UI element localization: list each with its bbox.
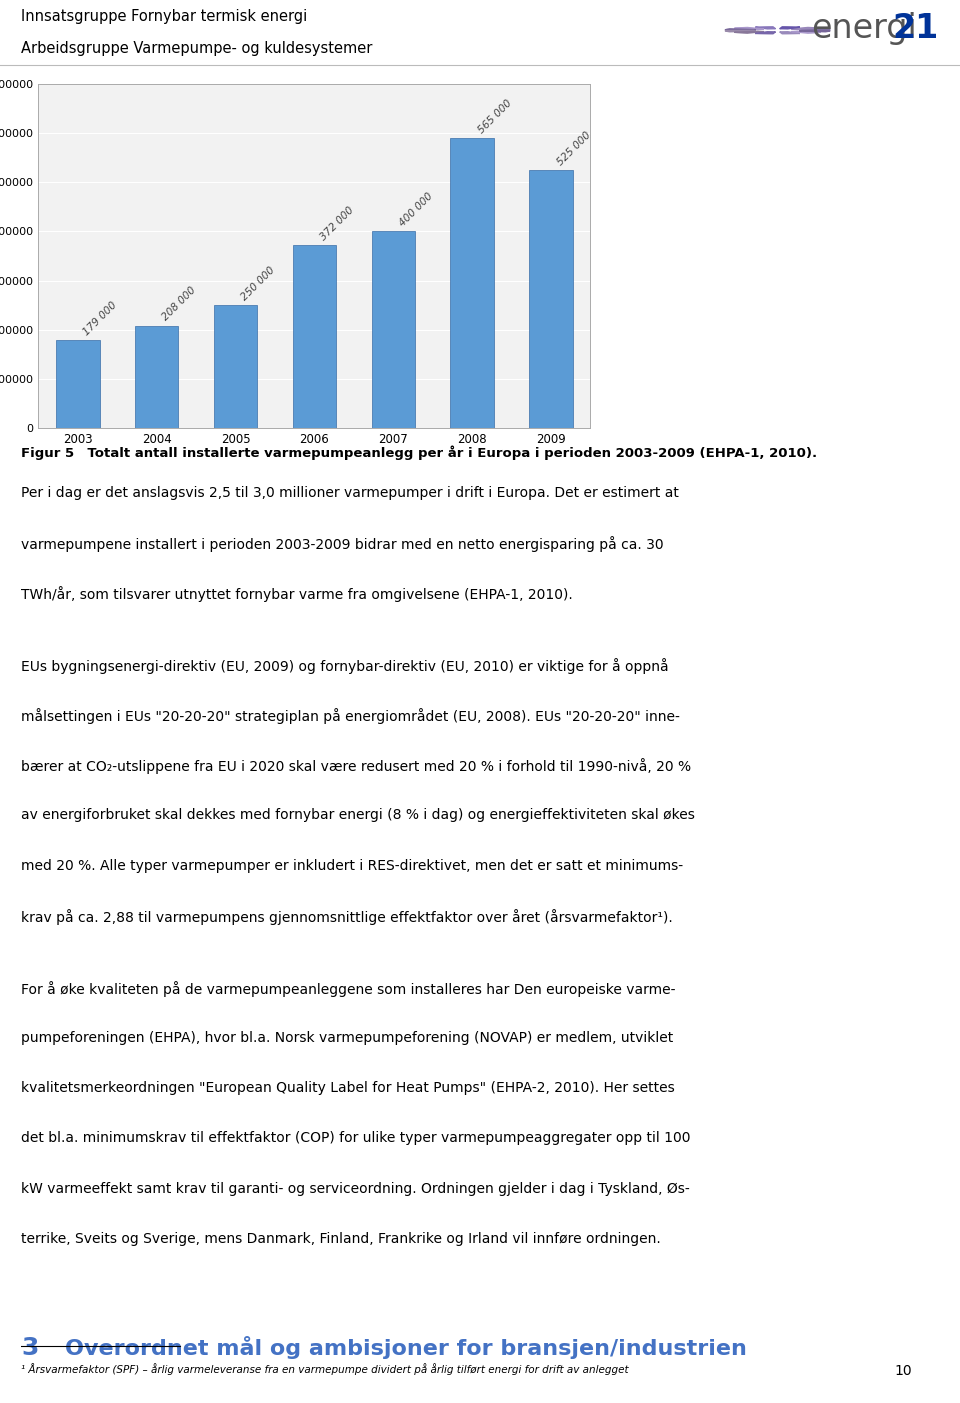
Bar bbox=[135, 325, 179, 428]
Text: Arbeidsgruppe Varmepumpe- og kuldesystemer: Arbeidsgruppe Varmepumpe- og kuldesystem… bbox=[21, 41, 372, 56]
Text: TWh/år, som tilsvarer utnyttet fornybar varme fra omgivelsene (EHPA-1, 2010).: TWh/år, som tilsvarer utnyttet fornybar … bbox=[21, 586, 573, 602]
Wedge shape bbox=[734, 28, 764, 29]
Wedge shape bbox=[791, 31, 821, 34]
Text: varmepumpene installert i perioden 2003-2009 bidrar med en netto energisparing p: varmepumpene installert i perioden 2003-… bbox=[21, 536, 663, 551]
Bar bbox=[372, 231, 415, 428]
Text: 400 000: 400 000 bbox=[397, 191, 435, 229]
Text: bærer at CO₂-utslippene fra EU i 2020 skal være redusert med 20 % i forhold til : bærer at CO₂-utslippene fra EU i 2020 sk… bbox=[21, 758, 691, 774]
Text: kvalitetsmerkeordningen "European Quality Label for Heat Pumps" (EHPA-2, 2010). : kvalitetsmerkeordningen "European Qualit… bbox=[21, 1082, 675, 1096]
Text: 3: 3 bbox=[21, 1336, 38, 1360]
Bar bbox=[293, 246, 336, 428]
Bar bbox=[214, 306, 257, 428]
Text: med 20 %. Alle typer varmepumper er inkludert i RES-direktivet, men det er satt : med 20 %. Alle typer varmepumper er inkl… bbox=[21, 859, 684, 873]
Text: 565 000: 565 000 bbox=[476, 98, 514, 135]
Text: terrike, Sveits og Sverige, mens Danmark, Finland, Frankrike og Irland vil innfø: terrike, Sveits og Sverige, mens Danmark… bbox=[21, 1232, 660, 1246]
Bar bbox=[450, 139, 493, 428]
Text: For å øke kvaliteten på de varmepumpeanleggene som installeres har Den europeisk: For å øke kvaliteten på de varmepumpeanl… bbox=[21, 981, 676, 996]
Text: målsettingen i EUs "20-20-20" strategiplan på energiområdet (EU, 2008). EUs "20-: målsettingen i EUs "20-20-20" strategipl… bbox=[21, 709, 680, 724]
Text: 208 000: 208 000 bbox=[160, 285, 198, 323]
Text: EUs bygningsenergi-direktiv (EU, 2009) og fornybar-direktiv (EU, 2010) er viktig: EUs bygningsenergi-direktiv (EU, 2009) o… bbox=[21, 658, 669, 673]
Wedge shape bbox=[780, 32, 800, 34]
Bar bbox=[529, 170, 573, 428]
Wedge shape bbox=[756, 27, 776, 29]
Text: ¹ Årsvarmefaktor (SPF) – årlig varmeleveranse fra en varmepumpe dividert på årli: ¹ Årsvarmefaktor (SPF) – årlig varmeleve… bbox=[21, 1364, 629, 1375]
Text: 372 000: 372 000 bbox=[319, 205, 356, 243]
Text: 21: 21 bbox=[893, 11, 939, 45]
Text: kW varmeeffekt samt krav til garanti- og serviceordning. Ordningen gjelder i dag: kW varmeeffekt samt krav til garanti- og… bbox=[21, 1181, 690, 1195]
Text: 179 000: 179 000 bbox=[82, 300, 119, 337]
Text: pumpeforeningen (EHPA), hvor bl.a. Norsk varmepumpeforening (NOVAP) er medlem, u: pumpeforeningen (EHPA), hvor bl.a. Norsk… bbox=[21, 1031, 673, 1045]
Text: Per i dag er det anslagsvis 2,5 til 3,0 millioner varmepumper i drift i Europa. : Per i dag er det anslagsvis 2,5 til 3,0 … bbox=[21, 485, 679, 499]
Text: av energiforbruket skal dekkes med fornybar energi (8 % i dag) og energieffektiv: av energiforbruket skal dekkes med forny… bbox=[21, 808, 695, 822]
Text: 250 000: 250 000 bbox=[239, 265, 277, 302]
Wedge shape bbox=[734, 31, 764, 34]
Text: Innsatsgruppe Fornybar termisk energi: Innsatsgruppe Fornybar termisk energi bbox=[21, 10, 307, 24]
Text: 525 000: 525 000 bbox=[555, 129, 592, 167]
Text: Overordnet mål og ambisjoner for bransjen/industrien: Overordnet mål og ambisjoner for bransje… bbox=[65, 1336, 747, 1360]
Text: Figur 5 Totalt antall installerte varmepumpeanlegg per år i Europa i perioden 20: Figur 5 Totalt antall installerte varmep… bbox=[21, 446, 817, 460]
Text: krav på ca. 2,88 til varmepumpens gjennomsnittlige effektfaktor over året (årsva: krav på ca. 2,88 til varmepumpens gjenno… bbox=[21, 909, 673, 925]
Bar bbox=[56, 340, 100, 428]
Wedge shape bbox=[780, 27, 800, 29]
Text: energi: energi bbox=[811, 11, 917, 45]
Text: det bl.a. minimumskrav til effektfaktor (COP) for ulike typer varmepumpeaggregat: det bl.a. minimumskrav til effektfaktor … bbox=[21, 1131, 690, 1145]
Wedge shape bbox=[756, 32, 776, 34]
Text: 10: 10 bbox=[895, 1365, 912, 1378]
Wedge shape bbox=[791, 28, 821, 29]
